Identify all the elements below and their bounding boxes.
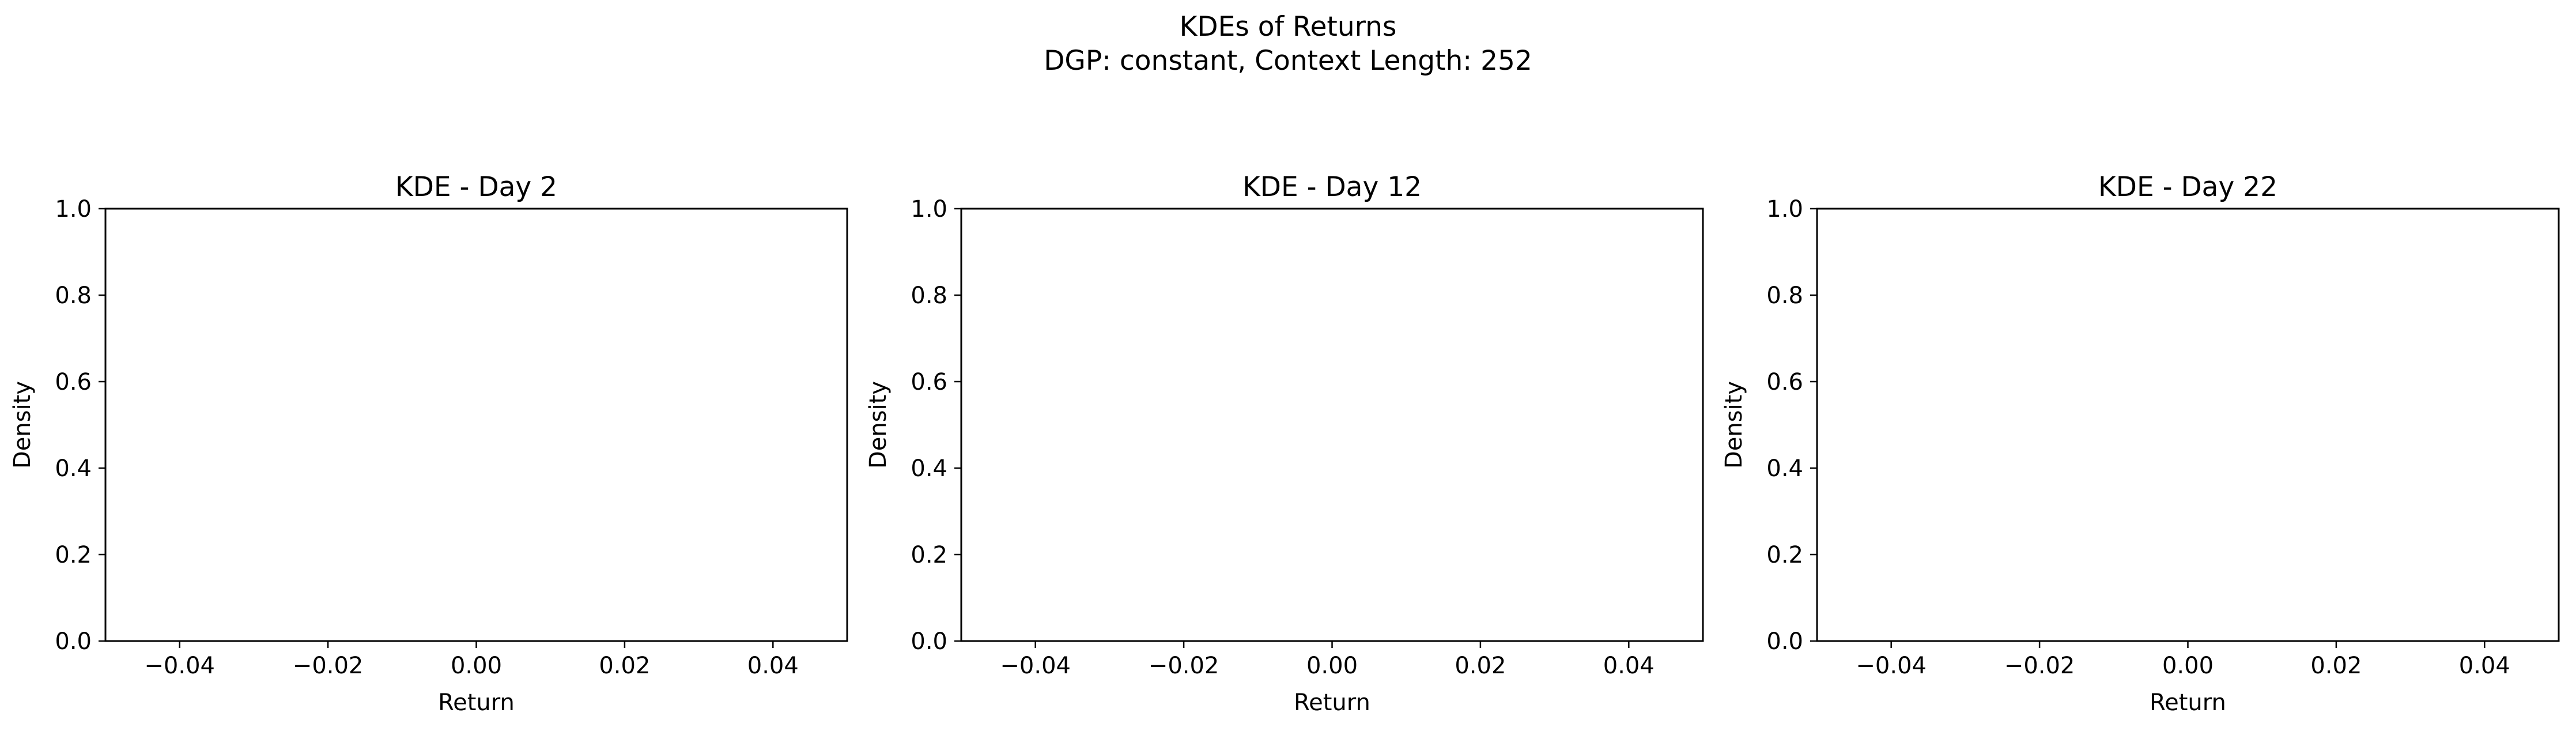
plot-area-frame xyxy=(104,208,848,642)
x-tick-label: −0.04 xyxy=(144,653,215,679)
y-tick-label: 0.4 xyxy=(55,455,92,482)
y-tick-label: 0.6 xyxy=(55,369,92,395)
x-tick-label: 0.02 xyxy=(599,653,650,679)
x-tick-label: 0.00 xyxy=(2162,653,2214,679)
axes-layer: KDE - Day 2 −0.04 −0.02 0.00 0.02 0.04 0.0 0.2 0… xyxy=(9,171,2560,716)
x-axis-label: Return xyxy=(1294,689,1370,716)
subplot-3: KDE - Day 22 −0.04 −0.02 0.00 0.02 0.04 0.0 0.2… xyxy=(1721,171,2560,716)
x-axis-label: Return xyxy=(438,689,515,716)
y-tick-label: 0.6 xyxy=(1766,369,1803,395)
subplot-title: KDE - Day 22 xyxy=(2098,171,2277,203)
y-tick-label: 1.0 xyxy=(55,196,92,223)
x-tick-label: 0.04 xyxy=(1603,653,1655,679)
x-tick-label: 0.00 xyxy=(451,653,502,679)
subplot-1: KDE - Day 2 −0.04 −0.02 0.00 0.02 0.04 0.0 0.2 0… xyxy=(9,171,848,716)
x-tick-label: −0.02 xyxy=(1149,653,1219,679)
y-tick-label: 0.2 xyxy=(1766,542,1803,568)
y-tick-label: 0.6 xyxy=(911,369,947,395)
x-tick-label: −0.02 xyxy=(2004,653,2075,679)
y-tick-label: 0.4 xyxy=(1766,455,1803,482)
y-axis-label: Density xyxy=(1721,381,1747,469)
x-tick-label: 0.02 xyxy=(1455,653,1506,679)
y-tick-label: 1.0 xyxy=(1766,196,1803,223)
x-tick-label: −0.04 xyxy=(1856,653,1927,679)
x-axis-label: Return xyxy=(2150,689,2226,716)
subplot-title: KDE - Day 12 xyxy=(1242,171,1422,203)
subplot-title: KDE - Day 2 xyxy=(395,171,557,203)
y-axis-label: Density xyxy=(865,381,892,469)
subplot-2: KDE - Day 12 −0.04 −0.02 0.00 0.02 0.04 0.0 0.2… xyxy=(865,171,1704,716)
x-tick-label: 0.02 xyxy=(2310,653,2362,679)
y-tick-label: 1.0 xyxy=(911,196,947,223)
plot-area-frame xyxy=(1816,208,2560,642)
figure-title-line2: DGP: constant, Context Length: 252 xyxy=(1044,45,1532,77)
y-tick-label: 0.8 xyxy=(55,282,92,309)
x-tick-label: 0.04 xyxy=(747,653,799,679)
y-axis-label: Density xyxy=(9,381,36,469)
figure-title-line1: KDEs of Returns xyxy=(1180,11,1397,43)
y-tick-label: 0.4 xyxy=(911,455,947,482)
y-tick-label: 0.2 xyxy=(911,542,947,568)
plot-area-frame xyxy=(960,208,1704,642)
y-tick-label: 0.8 xyxy=(911,282,947,309)
x-tick-label: −0.04 xyxy=(1000,653,1071,679)
y-tick-label: 0.0 xyxy=(911,628,947,655)
x-tick-label: 0.04 xyxy=(2459,653,2510,679)
x-tick-label: −0.02 xyxy=(293,653,364,679)
y-tick-label: 0.8 xyxy=(1766,282,1803,309)
y-tick-label: 0.0 xyxy=(1766,628,1803,655)
x-tick-label: 0.00 xyxy=(1306,653,1358,679)
y-tick-label: 0.2 xyxy=(55,542,92,568)
y-tick-label: 0.0 xyxy=(55,628,92,655)
